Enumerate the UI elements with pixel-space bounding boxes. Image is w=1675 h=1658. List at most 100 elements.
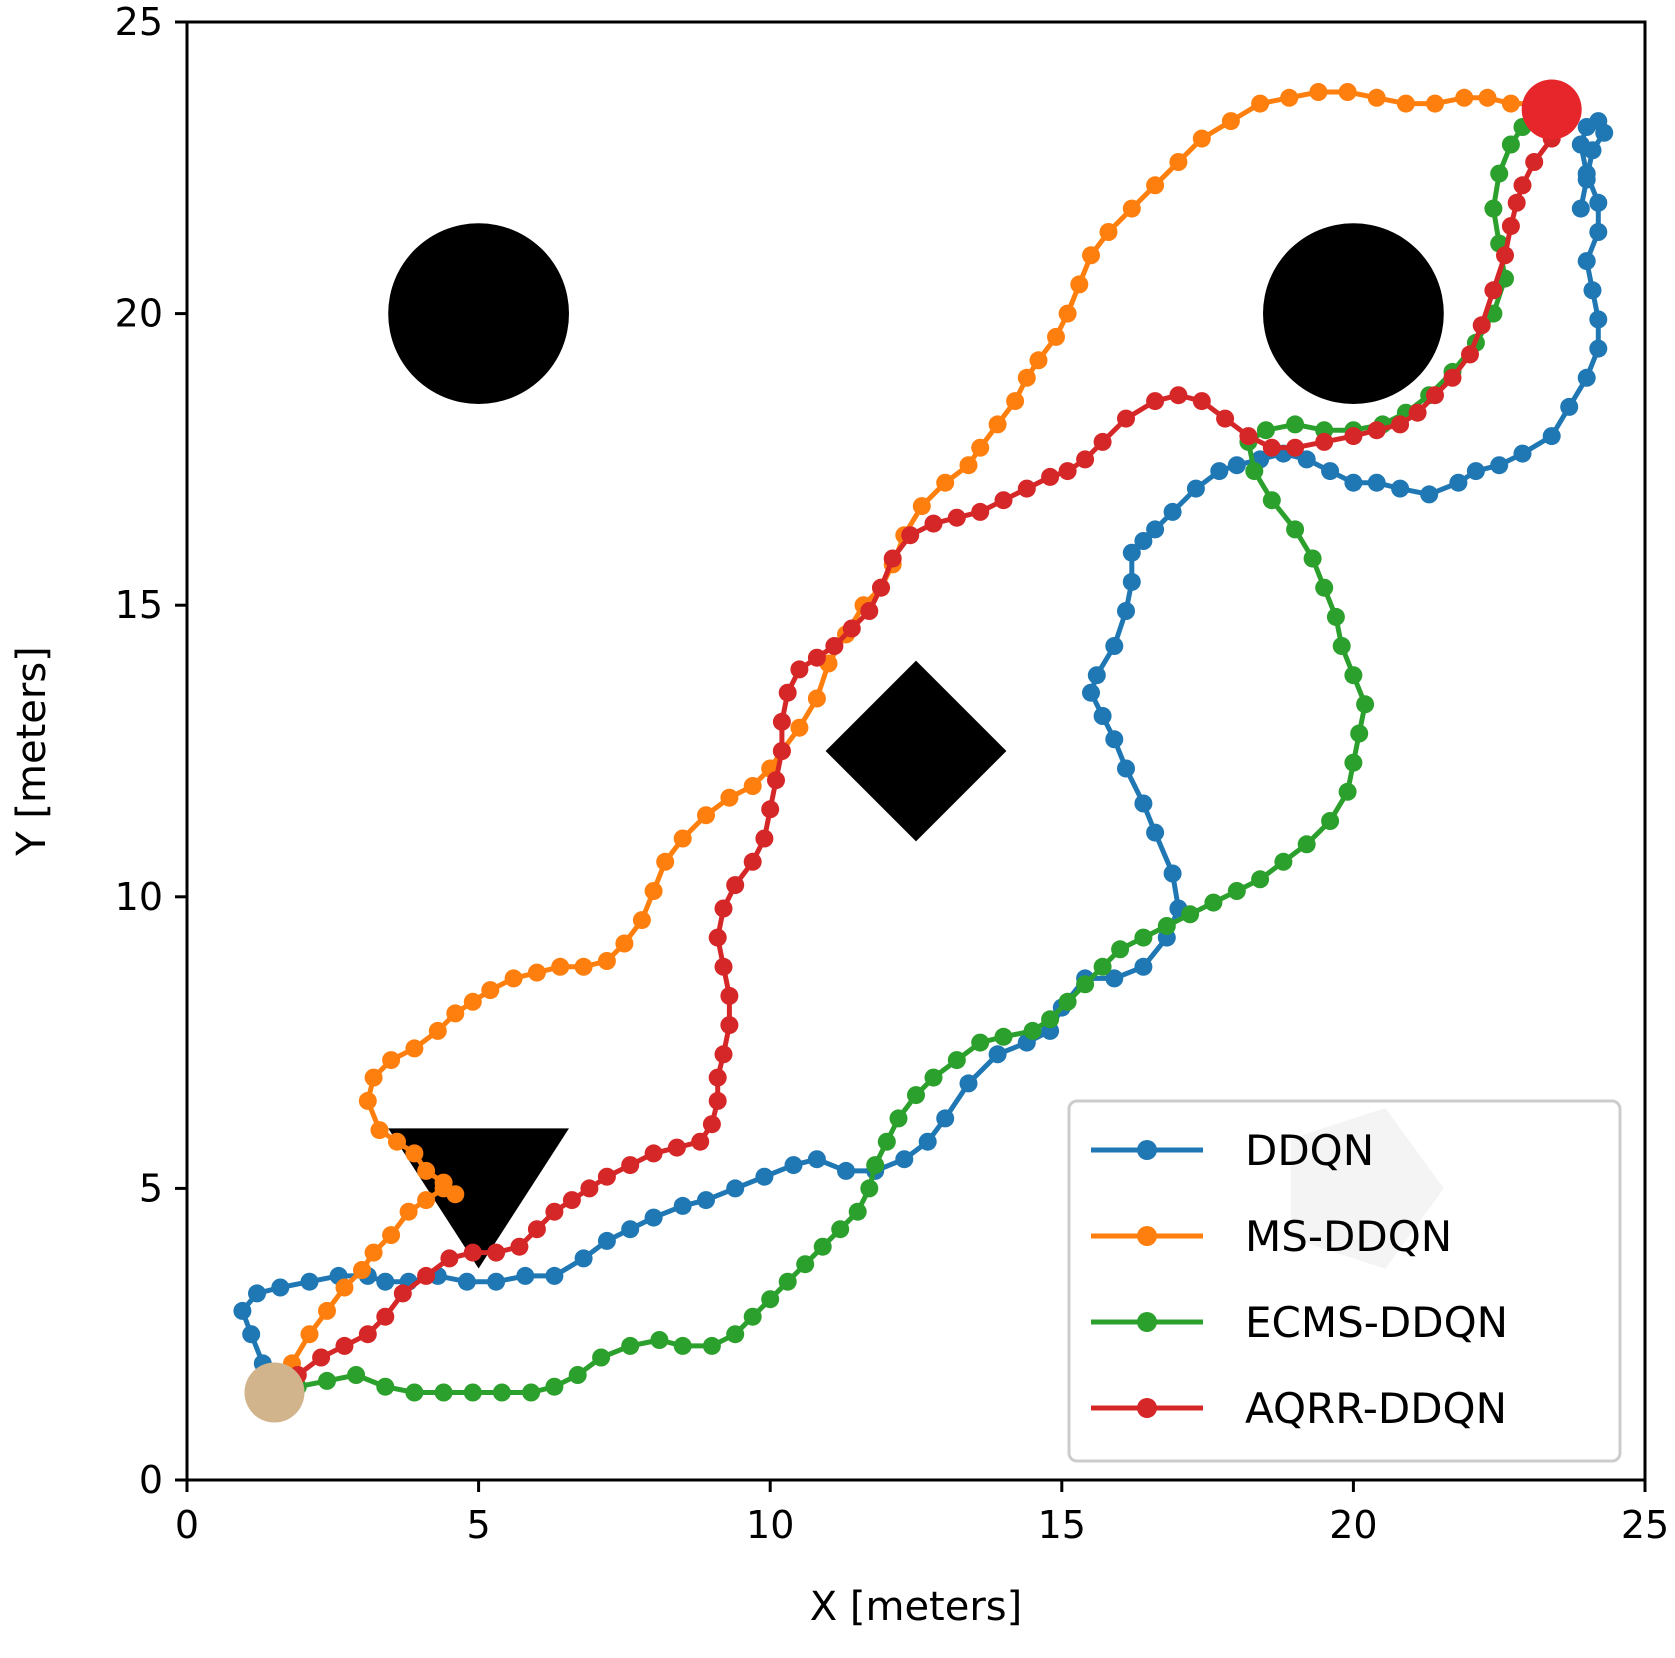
data-point-ecms-ddqn: [1181, 905, 1200, 924]
series-line-ddqn: [239, 118, 1607, 1395]
data-point-ddqn: [1577, 252, 1596, 271]
data-point-aqrr-ddqn: [825, 637, 844, 655]
y-tick-label: 5: [139, 1166, 163, 1210]
data-point-aqrr-ddqn: [1461, 345, 1479, 364]
data-point-ddqn: [1391, 479, 1410, 498]
data-point-aqrr-ddqn: [1093, 432, 1112, 451]
data-point-ecms-ddqn: [347, 1366, 366, 1384]
legend-entry-aqrr-ddqn: AQRR-DDQN: [1091, 1384, 1507, 1433]
x-tick-label: 15: [1038, 1503, 1086, 1547]
legend-entry-ms-ddqn: MS-DDQN: [1091, 1212, 1452, 1261]
data-point-aqrr-ddqn: [714, 957, 733, 976]
data-point-aqrr-ddqn: [667, 1138, 686, 1157]
data-point-aqrr-ddqn: [1239, 427, 1258, 446]
data-point-ecms-ddqn: [1076, 975, 1095, 994]
data-point-aqrr-ddqn: [527, 1220, 546, 1239]
data-point-ddqn: [1134, 532, 1153, 550]
data-point-aqrr-ddqn: [545, 1202, 564, 1221]
data-point-ecms-ddqn: [405, 1383, 424, 1402]
data-point-ms-ddqn: [597, 952, 616, 970]
data-point-aqrr-ddqn: [901, 526, 920, 545]
data-point-ddqn: [1595, 123, 1614, 142]
data-point-aqrr-ddqn: [691, 1132, 710, 1151]
data-point-ecms-ddqn: [778, 1272, 797, 1291]
data-point-ecms-ddqn: [1245, 462, 1264, 481]
data-point-ddqn: [1490, 456, 1509, 475]
data-point-ecms-ddqn: [726, 1325, 745, 1344]
data-point-ecms-ddqn: [1058, 992, 1077, 1011]
data-point-ddqn: [1146, 520, 1165, 539]
data-point-aqrr-ddqn: [755, 829, 774, 848]
data-point-ms-ddqn: [353, 1261, 371, 1279]
data-point-aqrr-ddqn: [1117, 409, 1135, 428]
x-axis-label: X [meters]: [810, 1584, 1022, 1630]
data-point-ecms-ddqn: [1490, 164, 1509, 183]
data-point-aqrr-ddqn: [1426, 386, 1444, 405]
x-tick-label: 20: [1329, 1503, 1377, 1547]
data-point-ms-ddqn: [912, 497, 931, 516]
data-point-ms-ddqn: [417, 1191, 436, 1210]
data-point-ecms-ddqn: [376, 1377, 395, 1396]
data-point-ddqn: [545, 1266, 564, 1285]
data-point-ecms-ddqn: [1326, 607, 1345, 626]
data-point-aqrr-ddqn: [1484, 281, 1503, 300]
data-point-ms-ddqn: [428, 1021, 447, 1040]
data-point-ms-ddqn: [1221, 112, 1240, 131]
data-point-ms-ddqn: [1122, 199, 1141, 218]
data-point-ddqn: [1117, 759, 1135, 778]
data-point-ddqn: [1117, 602, 1135, 620]
data-point-ecms-ddqn: [1204, 893, 1223, 912]
data-point-ecms-ddqn: [1286, 415, 1305, 434]
data-point-ms-ddqn: [574, 957, 593, 976]
data-point-aqrr-ddqn: [807, 648, 826, 667]
data-point-ms-ddqn: [1047, 327, 1065, 346]
data-point-ms-ddqn: [790, 718, 809, 737]
data-point-aqrr-ddqn: [463, 1243, 482, 1262]
data-point-ms-ddqn: [382, 1051, 401, 1070]
data-point-ecms-ddqn: [1501, 135, 1520, 154]
data-point-aqrr-ddqn: [767, 771, 785, 790]
data-point-ecms-ddqn: [1111, 940, 1130, 959]
data-point-ddqn: [1082, 683, 1100, 702]
data-point-ddqn: [918, 1132, 937, 1151]
legend: DDQN MS-DDQN ECMS-DDQN AQRR-DDQN: [1067, 1099, 1622, 1463]
data-point-ddqn: [1093, 707, 1112, 725]
data-point-ddqn: [784, 1156, 803, 1175]
data-point-aqrr-ddqn: [440, 1249, 459, 1268]
data-point-ddqn: [1105, 730, 1124, 749]
data-point-ddqn: [726, 1179, 745, 1198]
data-point-aqrr-ddqn: [312, 1348, 331, 1367]
data-point-ecms-ddqn: [877, 1132, 896, 1151]
data-point-ddqn: [1466, 462, 1485, 481]
data-point-aqrr-ddqn: [562, 1191, 581, 1210]
data-point-ddqn: [1210, 462, 1229, 481]
data-point-aqrr-ddqn: [1146, 392, 1165, 411]
data-point-aqrr-ddqn: [761, 800, 780, 819]
data-point-ecms-ddqn: [568, 1366, 587, 1384]
data-point-ddqn: [1513, 444, 1532, 463]
data-point-ecms-ddqn: [545, 1377, 564, 1396]
goal-marker: [1521, 79, 1582, 140]
data-point-ddqn: [248, 1284, 266, 1303]
data-point-aqrr-ddqn: [1408, 403, 1427, 422]
data-point-ms-ddqn: [632, 911, 651, 930]
data-point-ecms-ddqn: [796, 1255, 815, 1274]
data-point-ecms-ddqn: [318, 1371, 336, 1390]
data-point-aqrr-ddqn: [1507, 193, 1526, 212]
data-point-ecms-ddqn: [860, 1179, 879, 1198]
data-point-ms-ddqn: [720, 788, 739, 807]
data-point-aqrr-ddqn: [644, 1144, 663, 1163]
data-point-ddqn: [487, 1272, 506, 1291]
data-point-ddqn: [1589, 223, 1608, 241]
data-point-ddqn: [644, 1208, 663, 1227]
data-point-ddqn: [1163, 864, 1182, 883]
data-point-ddqn: [1577, 368, 1596, 387]
data-point-ecms-ddqn: [947, 1051, 966, 1070]
data-point-aqrr-ddqn: [1367, 421, 1386, 440]
data-point-ms-ddqn: [1169, 153, 1188, 171]
data-point-aqrr-ddqn: [720, 986, 739, 1005]
y-tick-label: 25: [115, 0, 163, 44]
data-point-aqrr-ddqn: [708, 1068, 727, 1087]
data-point-ms-ddqn: [358, 1091, 377, 1110]
